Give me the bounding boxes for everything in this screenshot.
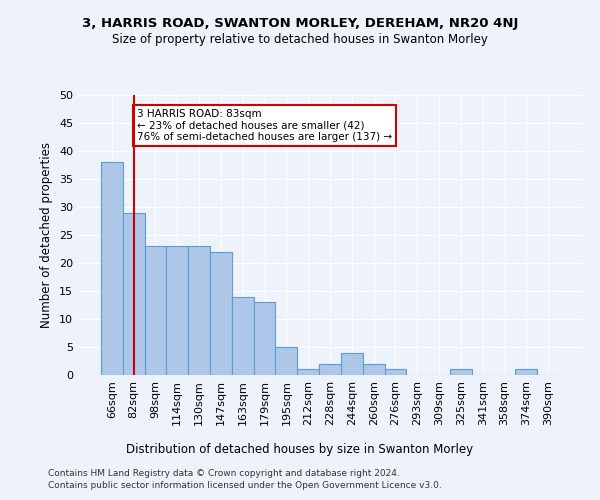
Bar [101,162,123,375]
Bar [210,252,232,375]
Bar [363,364,385,375]
Text: Contains HM Land Registry data © Crown copyright and database right 2024.: Contains HM Land Registry data © Crown c… [48,469,400,478]
Text: 3, HARRIS ROAD, SWANTON MORLEY, DEREHAM, NR20 4NJ: 3, HARRIS ROAD, SWANTON MORLEY, DEREHAM,… [82,18,518,30]
Bar [450,370,472,375]
Bar [275,347,297,375]
Bar [341,352,363,375]
Bar [515,370,537,375]
Bar [254,302,275,375]
Text: Size of property relative to detached houses in Swanton Morley: Size of property relative to detached ho… [112,32,488,46]
Y-axis label: Number of detached properties: Number of detached properties [40,142,53,328]
Bar [188,246,210,375]
Bar [123,212,145,375]
Bar [232,296,254,375]
Bar [166,246,188,375]
Bar [145,246,166,375]
Bar [319,364,341,375]
Text: 3 HARRIS ROAD: 83sqm
← 23% of detached houses are smaller (42)
76% of semi-detac: 3 HARRIS ROAD: 83sqm ← 23% of detached h… [137,109,392,142]
Text: Contains public sector information licensed under the Open Government Licence v3: Contains public sector information licen… [48,481,442,490]
Text: Distribution of detached houses by size in Swanton Morley: Distribution of detached houses by size … [127,442,473,456]
Bar [297,370,319,375]
Bar [385,370,406,375]
